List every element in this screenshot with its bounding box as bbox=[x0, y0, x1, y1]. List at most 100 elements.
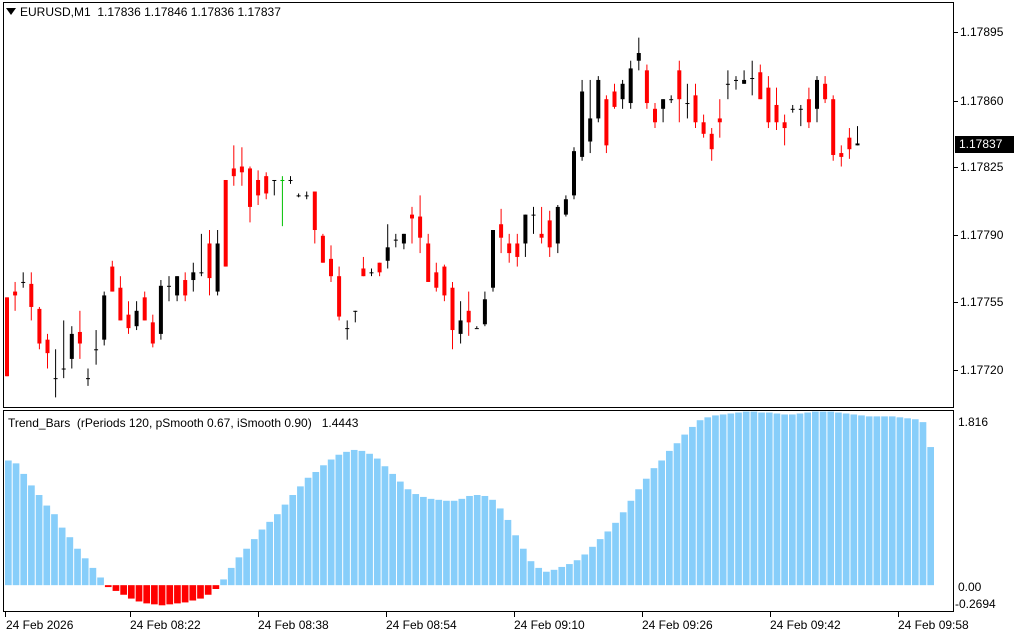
candle-body bbox=[547, 220, 552, 248]
candle bbox=[118, 276, 123, 321]
histogram-bar bbox=[174, 585, 181, 604]
candle bbox=[329, 245, 333, 282]
candle bbox=[725, 70, 730, 100]
time-label: 24 Feb 09:26 bbox=[642, 618, 713, 632]
histogram-bar bbox=[266, 521, 274, 586]
candle-body bbox=[248, 168, 252, 207]
candle-body bbox=[466, 310, 471, 323]
candle bbox=[312, 191, 317, 244]
histogram-bar bbox=[804, 412, 812, 586]
candle bbox=[223, 179, 228, 267]
candle bbox=[377, 262, 382, 277]
candle bbox=[823, 76, 828, 104]
candle bbox=[361, 256, 366, 277]
candle-body bbox=[264, 176, 269, 194]
candle bbox=[563, 195, 568, 217]
histogram-bar bbox=[396, 481, 404, 586]
candle-body bbox=[385, 247, 390, 261]
candle-body bbox=[790, 108, 795, 110]
candle-body bbox=[734, 79, 738, 81]
candle-body bbox=[669, 99, 674, 101]
candle bbox=[21, 272, 26, 288]
histogram-bar bbox=[181, 585, 189, 603]
histogram-bar bbox=[235, 557, 243, 586]
histogram-bar bbox=[727, 413, 735, 586]
candle-body bbox=[329, 258, 333, 277]
candle-body bbox=[677, 70, 682, 100]
histogram-bar bbox=[389, 473, 396, 586]
histogram-bar bbox=[435, 499, 443, 586]
histogram-bar bbox=[696, 420, 704, 586]
indicator-value: 1.4443 bbox=[321, 416, 359, 430]
candle-body bbox=[604, 99, 609, 146]
candle-body bbox=[644, 70, 649, 104]
histogram-bar bbox=[658, 460, 665, 586]
candle-body bbox=[661, 99, 666, 109]
candle-body bbox=[215, 243, 220, 292]
candle-body bbox=[239, 166, 244, 173]
candle bbox=[523, 214, 528, 257]
candle-body bbox=[434, 272, 439, 288]
histogram-bar bbox=[127, 585, 135, 599]
histogram-bar bbox=[5, 460, 12, 586]
indicator-pane[interactable]: Trend_Bars (rPeriods 120, pSmooth 0.67, … bbox=[3, 410, 954, 612]
candle bbox=[410, 206, 414, 244]
candle-body bbox=[110, 266, 115, 292]
candle bbox=[531, 206, 536, 234]
price-label: 1.17755 bbox=[960, 295, 1004, 309]
histogram-bar bbox=[74, 548, 81, 586]
candle-body bbox=[175, 276, 180, 296]
histogram-bar bbox=[681, 434, 689, 586]
histogram-bar bbox=[858, 415, 865, 586]
candle-body bbox=[207, 243, 212, 279]
histogram-bar bbox=[550, 569, 558, 586]
candle bbox=[29, 272, 34, 321]
time-label: 24 Feb 09:10 bbox=[514, 618, 585, 632]
candle-body bbox=[361, 268, 366, 277]
candle bbox=[183, 272, 188, 302]
time-label: 24 Feb 08:22 bbox=[130, 618, 201, 632]
candle-body bbox=[410, 214, 414, 219]
candle-body bbox=[126, 314, 131, 329]
symbol-label: EURUSD,M1 bbox=[20, 5, 91, 19]
candle bbox=[264, 172, 269, 200]
candle bbox=[426, 233, 431, 282]
candle-body bbox=[61, 368, 66, 370]
histogram-bar bbox=[89, 567, 97, 586]
candle-body bbox=[345, 328, 350, 330]
histogram-bar bbox=[781, 414, 788, 586]
indicator-scale-label: -0.2694 bbox=[955, 597, 996, 611]
candle-body bbox=[823, 83, 828, 100]
price-label: 1.17790 bbox=[960, 228, 1004, 242]
candle bbox=[150, 314, 155, 348]
candle bbox=[644, 64, 649, 109]
time-label: 24 Feb 2026 bbox=[6, 618, 74, 632]
candle-body bbox=[693, 95, 698, 123]
candle-body bbox=[377, 262, 382, 273]
histogram-bar bbox=[596, 539, 604, 586]
candle-body bbox=[369, 272, 374, 274]
candle-body bbox=[102, 295, 107, 340]
candle bbox=[248, 166, 252, 223]
chart-title: EURUSD,M1 1.17836 1.17846 1.17836 1.1783… bbox=[6, 5, 281, 19]
candle-body bbox=[499, 224, 504, 238]
candle bbox=[742, 70, 747, 84]
candle-body bbox=[628, 68, 633, 104]
price-chart-pane[interactable]: EURUSD,M1 1.17836 1.17846 1.17836 1.1783… bbox=[3, 2, 954, 408]
candle bbox=[86, 368, 90, 386]
price-label: 1.17895 bbox=[960, 25, 1004, 39]
dropdown-triangle-icon[interactable] bbox=[6, 8, 16, 15]
histogram-bar bbox=[543, 571, 550, 586]
candle bbox=[466, 291, 471, 336]
histogram-bar bbox=[758, 412, 765, 586]
candle bbox=[401, 233, 406, 250]
candle-body bbox=[13, 291, 18, 296]
candle bbox=[393, 233, 398, 248]
histogram-bar bbox=[151, 585, 158, 605]
histogram-bar bbox=[835, 412, 842, 586]
histogram-bar bbox=[297, 486, 304, 586]
candle-body bbox=[555, 206, 560, 244]
histogram-bar bbox=[189, 585, 197, 601]
candle bbox=[442, 264, 447, 302]
price-label: 1.17825 bbox=[960, 160, 1004, 174]
